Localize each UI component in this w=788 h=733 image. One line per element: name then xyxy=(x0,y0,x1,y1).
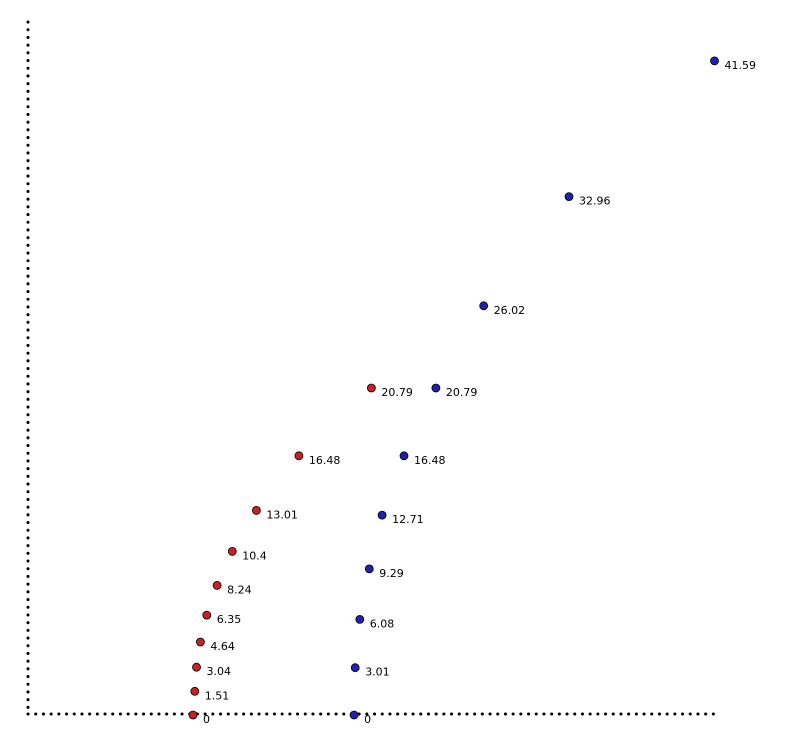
data-label-s0-1: 1.51 xyxy=(205,689,230,702)
data-point-s0-0 xyxy=(188,710,198,720)
data-point-s1-9 xyxy=(710,56,719,66)
data-label-s1-2: 6.08 xyxy=(370,617,395,630)
data-label-s1-0: 0 xyxy=(364,713,371,726)
data-point-s1-2 xyxy=(355,615,365,624)
data-label-s0-9: 20.79 xyxy=(381,386,413,399)
data-point-s1-4 xyxy=(377,510,387,520)
data-point-s1-6 xyxy=(431,383,441,393)
data-label-s0-6: 10.4 xyxy=(242,549,266,562)
data-label-s0-8: 16.48 xyxy=(309,454,341,467)
data-label-s0-7: 13.01 xyxy=(266,508,298,521)
data-point-s0-2 xyxy=(192,662,201,672)
data-label-s0-4: 6.35 xyxy=(217,613,242,626)
data-label-s1-9: 41.59 xyxy=(725,59,757,72)
data-label-s1-5: 16.48 xyxy=(414,454,446,467)
data-label-s0-5: 8.24 xyxy=(227,583,252,596)
data-label-s1-4: 12.71 xyxy=(392,513,424,526)
data-point-s0-4 xyxy=(202,610,212,620)
data-points: 0 1.51 3.04 4.64 6.35 8.24 10.4 13.01 16.48 20.79… xyxy=(188,56,757,726)
data-point-s0-7 xyxy=(251,505,261,515)
data-label-s1-7: 26.02 xyxy=(494,304,526,317)
data-point-s0-9 xyxy=(366,383,376,393)
data-label-s0-0: 0 xyxy=(203,713,210,726)
data-point-s0-1 xyxy=(190,686,200,696)
data-point-s0-3 xyxy=(195,637,205,647)
data-point-s1-3 xyxy=(364,564,374,574)
data-point-s0-8 xyxy=(294,451,304,461)
data-label-s0-2: 3.04 xyxy=(207,665,232,678)
data-label-s1-3: 9.29 xyxy=(379,567,404,580)
data-point-s1-8 xyxy=(564,192,574,202)
data-point-s1-5 xyxy=(399,451,409,461)
data-label-s1-1: 3.01 xyxy=(365,666,390,679)
data-point-s0-6 xyxy=(227,547,237,556)
data-label-s0-3: 4.64 xyxy=(210,640,235,653)
data-point-s0-5 xyxy=(212,581,222,590)
data-label-s1-6: 20.79 xyxy=(446,386,478,399)
data-point-s1-1 xyxy=(350,663,360,673)
data-point-s1-0 xyxy=(349,710,359,720)
data-point-s1-7 xyxy=(479,301,489,311)
data-label-s1-8: 32.96 xyxy=(579,195,611,208)
